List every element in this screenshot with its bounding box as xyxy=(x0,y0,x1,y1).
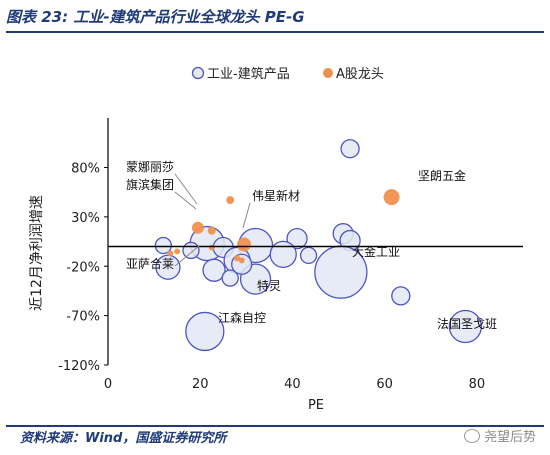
bubble-a-share-2 xyxy=(191,221,204,234)
wechat-icon xyxy=(463,429,480,443)
bubble-global-17 xyxy=(391,286,411,306)
x-tick-label-0: 0 xyxy=(104,377,112,392)
bubble-global-3 xyxy=(286,227,308,250)
chart-legend: 工业-建筑产品 A股龙头 xyxy=(191,66,384,82)
annotation-label-6: 特灵 xyxy=(257,278,281,293)
bubble-global-14 xyxy=(221,269,239,287)
annotation-label-7: 江森自控 xyxy=(218,310,266,325)
bubble-a-share-1 xyxy=(226,196,235,205)
bubble-global-7 xyxy=(182,241,200,260)
bubble-global-0 xyxy=(340,139,360,159)
bubble-a-share-6 xyxy=(167,250,174,257)
figure-title: 图表 23: 工业-建筑产品行业全球龙头 PE-G xyxy=(6,8,305,26)
leader-line-1 xyxy=(174,191,197,210)
bubble-a-share-8 xyxy=(234,255,241,262)
axes: 80% 30% -20% -70% -120% 0 20 40 60 80 xyxy=(58,118,523,392)
bubble-layer xyxy=(154,139,483,352)
annotation-label-2: 伟星新材 xyxy=(252,188,300,203)
x-tick-label-4: 80 xyxy=(469,377,486,392)
annotation-label-5: 大金工业 xyxy=(352,244,400,259)
bubble-a-share-0 xyxy=(383,189,400,206)
watermark-text: 尧望后势 xyxy=(483,430,536,445)
leader-line-3 xyxy=(174,245,200,267)
source-note: 资料来源：Wind，国盛证券研究所 xyxy=(20,431,227,446)
y-tick-label-1: 30% xyxy=(71,211,100,226)
annotation-label-4: 坚朗五金 xyxy=(418,168,466,183)
leader-line-2 xyxy=(242,202,251,229)
bubble-a-share-9 xyxy=(238,257,245,264)
annotation-label-3: 亚萨合莱 xyxy=(126,256,174,271)
annotation-label-0: 蒙娜丽莎 xyxy=(126,160,174,174)
leader-line-0 xyxy=(174,173,198,205)
y-tick-label-0: 80% xyxy=(71,162,100,177)
title-divider xyxy=(6,31,544,33)
source-divider xyxy=(6,425,544,427)
bubble-a-share-5 xyxy=(208,244,215,251)
x-tick-label-3: 60 xyxy=(376,377,393,392)
y-tick-label-2: -20% xyxy=(66,260,100,275)
bubble-global-11 xyxy=(299,246,318,265)
bubble-global-13 xyxy=(202,258,226,282)
x-tick-label-2: 40 xyxy=(284,377,301,392)
y-axis-label: 近12月净利润增速 xyxy=(29,195,45,311)
legend-marker-a-share xyxy=(323,68,333,78)
y-tick-label-3: -70% xyxy=(66,310,100,325)
annotation-label-8: 法国圣戈班 xyxy=(437,317,497,331)
y-tick-label-4: -120% xyxy=(58,359,100,374)
bubble-global-10 xyxy=(269,240,297,269)
bubble-a-share-4 xyxy=(237,237,252,252)
watermark: 尧望后势 xyxy=(463,426,536,450)
bubble-global-18 xyxy=(185,311,225,352)
legend-label-a-share: A股龙头 xyxy=(336,67,384,82)
x-tick-label-1: 20 xyxy=(192,377,209,392)
legend-marker-global xyxy=(191,66,205,80)
bubble-global-6 xyxy=(154,236,172,255)
bubble-a-share-3 xyxy=(207,226,216,235)
bubble-a-share-7 xyxy=(174,248,181,255)
x-axis-label: PE xyxy=(308,398,324,413)
legend-label-global: 工业-建筑产品 xyxy=(207,66,290,82)
annotation-label-1: 旗滨集团 xyxy=(126,177,174,192)
bubble-global-19 xyxy=(448,309,483,344)
annotation-leader-lines xyxy=(174,173,251,267)
